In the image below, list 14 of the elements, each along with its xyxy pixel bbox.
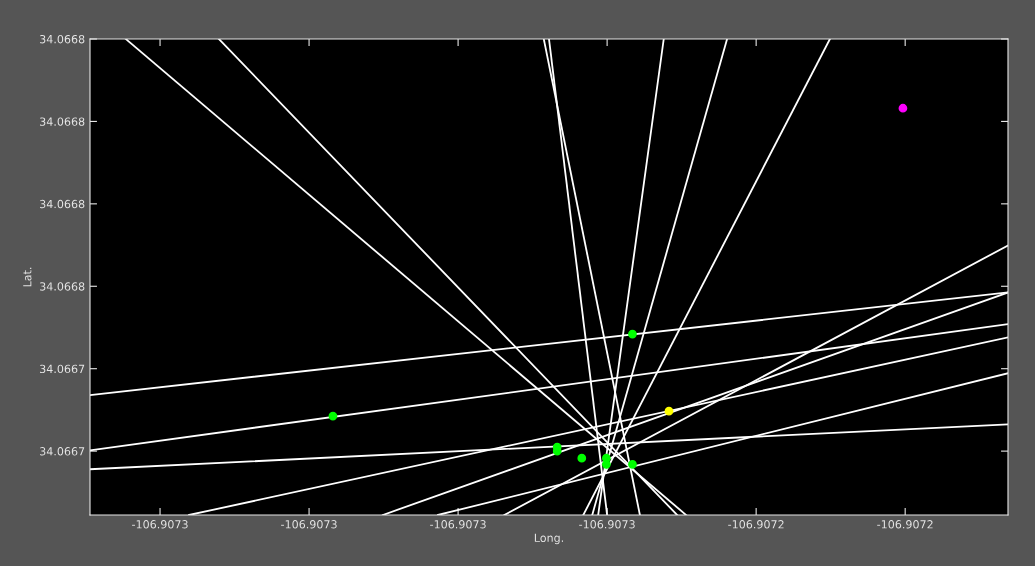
y-tick-label: 34.0668 <box>40 117 85 126</box>
y-tick-label: 34.0667 <box>40 447 85 456</box>
x-tick-label: -106.9073 <box>579 520 635 529</box>
y-axis-title: Lat. <box>23 267 32 287</box>
y-tick-label: 34.0667 <box>40 364 85 374</box>
x-axis-title: Long. <box>534 533 564 545</box>
x-tick-label: -106.9072 <box>728 520 784 529</box>
x-tick-label: -106.9073 <box>132 520 188 529</box>
x-tick-label: -106.9073 <box>430 520 486 529</box>
y-tick-label: 34.0668 <box>40 282 85 291</box>
x-tick-label: -106.9072 <box>877 520 933 529</box>
y-tick-label: 34.0668 <box>40 199 85 209</box>
y-tick-label: 34.0668 <box>40 34 85 44</box>
x-tick-label: -106.9073 <box>281 520 337 529</box>
